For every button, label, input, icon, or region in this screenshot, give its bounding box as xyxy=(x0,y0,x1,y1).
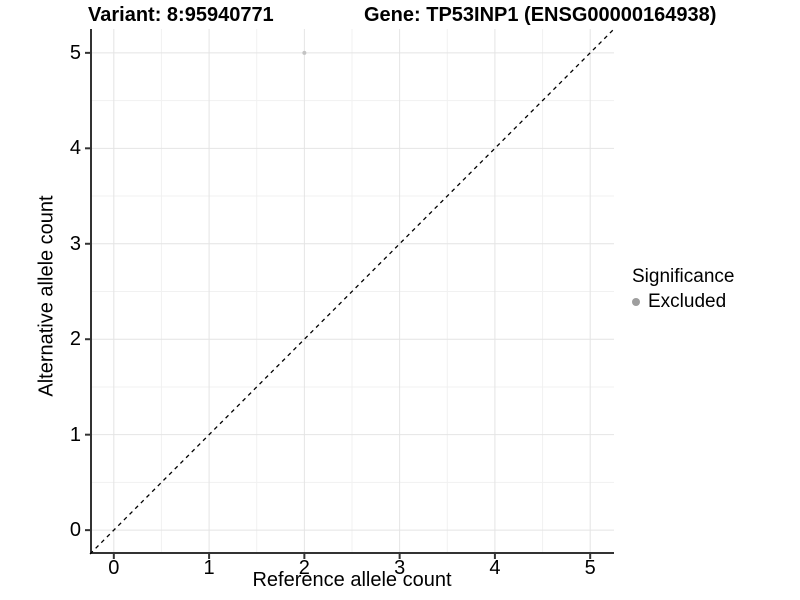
legend-title: Significance xyxy=(632,266,735,287)
gene-title: Gene: TP53INP1 (ENSG00000164938) xyxy=(364,4,717,26)
legend: Significance Excluded xyxy=(632,264,734,313)
y-axis-title: Alternative allele count xyxy=(35,195,58,397)
y-tick-label: 5 xyxy=(69,41,81,64)
x-tick-label: 5 xyxy=(584,557,596,579)
data-point xyxy=(302,50,307,55)
y-tick-label: 3 xyxy=(69,232,81,255)
x-tick-label: 0 xyxy=(108,557,120,579)
identity-line xyxy=(89,29,615,555)
y-tick-label: 1 xyxy=(69,423,81,446)
legend-entry-excluded: Excluded xyxy=(632,291,734,313)
x-tick-label: 3 xyxy=(394,557,406,579)
x-tick-label: 1 xyxy=(203,557,215,579)
excluded-point-icon xyxy=(632,298,640,306)
x-tick-label: 4 xyxy=(489,557,501,579)
y-tick-label: 0 xyxy=(69,519,81,542)
legend-entry-label: Excluded xyxy=(648,291,727,312)
variant-title: Variant: 8:95940771 xyxy=(88,4,274,26)
y-tick-label: 4 xyxy=(69,137,81,160)
plot-panel xyxy=(85,29,615,559)
y-tick-label: 2 xyxy=(69,328,81,351)
x-tick-label: 2 xyxy=(298,557,310,579)
x-axis-title: Reference allele count xyxy=(252,569,452,591)
